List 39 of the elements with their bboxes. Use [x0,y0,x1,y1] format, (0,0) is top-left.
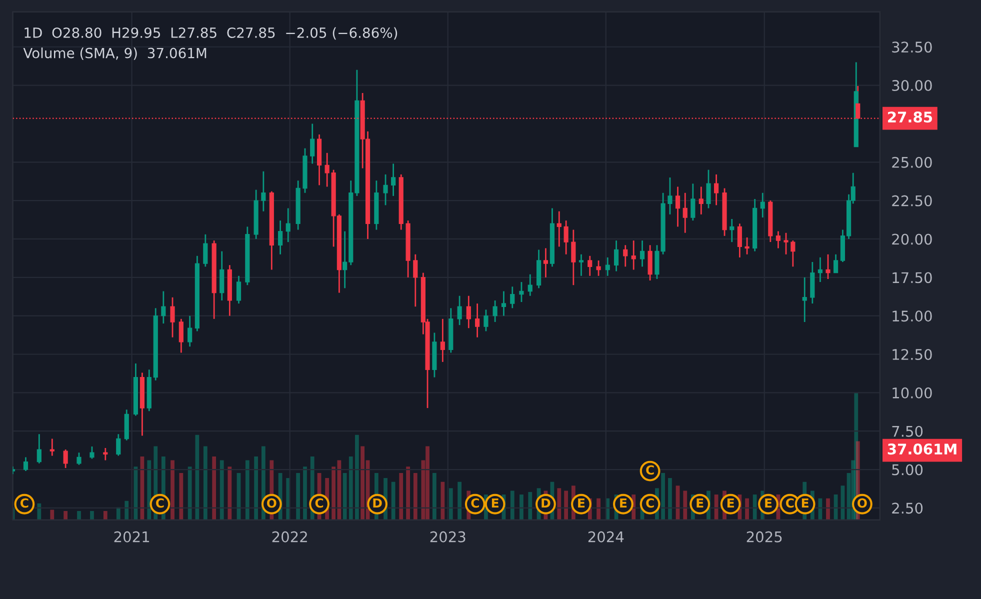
y-tick-label: 20.00 [892,234,932,245]
y-tick-label: 17.50 [892,272,932,284]
y-tick-label: 15.00 [892,310,932,322]
annotation: E [620,498,627,508]
annotation: C [786,498,794,508]
y-tick-label: 25.00 [892,156,932,168]
x-tick-label: 2025 [746,531,782,542]
y-tick-label: 32.50 [892,42,932,53]
annotation: E [696,498,704,508]
annotation: C [20,498,28,508]
y-tick-label: 22.50 [892,195,932,206]
y-tick-label: 7.50 [892,426,923,437]
y-tick-label: 30.00 [892,80,932,92]
annotation: C [315,498,324,508]
x-tick-label: 2024 [588,531,624,542]
y-tick-label: 10.00 [892,387,932,398]
annotation: C [156,498,164,508]
annotation: D [373,498,382,508]
x-tick-label: 2023 [430,531,466,542]
annotation: O [858,498,867,508]
annotation: C [646,498,654,508]
annotation: E [802,498,808,508]
text: 1D O28.80 H29.95 L27.85 C27.85 −2.05 (−6.86%) [24,27,398,40]
ref-line-label: 27.85 [888,112,932,123]
annotation: C [471,498,479,508]
annotation: E [765,498,772,508]
x-tick-label: 2022 [272,531,307,542]
annotation: E [578,498,585,508]
annotation: E [492,498,498,508]
annotation: C [646,465,654,475]
text: Volume (SMA, 9) 37.061M [23,48,206,60]
text: 37.061M [888,444,956,455]
x-tick-label: 2021 [114,531,150,542]
y-tick-label: 2.50 [892,502,923,514]
y-tick-label: 5.00 [892,464,923,476]
annotation: D [542,498,550,508]
annotation: E [727,498,734,508]
y-tick-label: 12.50 [892,348,932,360]
annotation: O [266,498,276,508]
